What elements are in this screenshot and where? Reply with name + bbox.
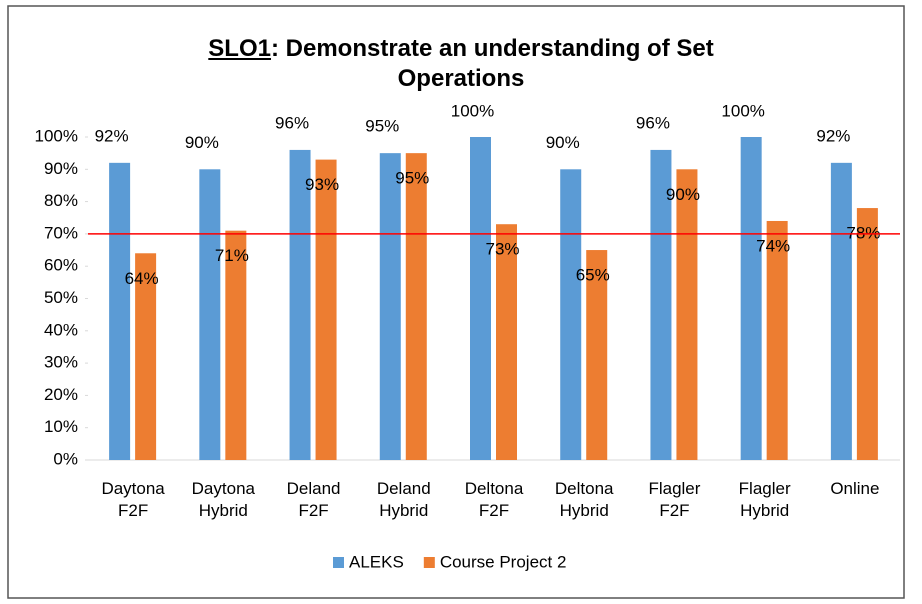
x-tick-label: Deltona Hybrid [555, 479, 614, 520]
x-tick-label: Flagler Hybrid [739, 479, 791, 520]
y-tick-label: 100% [35, 126, 78, 145]
bar [405, 153, 427, 460]
data-label: 96% [275, 113, 309, 132]
data-label: 92% [95, 126, 129, 145]
data-label: 100% [451, 101, 494, 120]
bar [470, 137, 491, 460]
data-label: 78% [846, 224, 880, 243]
bar [830, 162, 852, 460]
x-tick-label: Daytona F2F [101, 479, 165, 520]
x-tick-label: Deltona F2F [465, 479, 524, 520]
y-tick-label: 10% [44, 417, 78, 436]
data-label: 71% [215, 246, 249, 265]
y-tick-label: 20% [44, 385, 78, 404]
legend-label: ALEKS [349, 552, 404, 571]
title-underlined: SLO1 [208, 35, 271, 62]
data-label: 93% [305, 175, 339, 194]
y-tick-label: 30% [44, 353, 78, 372]
legend-label: Course Project 2 [440, 552, 567, 571]
y-tick-label: 0% [53, 449, 78, 468]
x-tick-label: Deland Hybrid [377, 479, 431, 520]
y-tick-label: 90% [44, 159, 78, 178]
bar [315, 159, 337, 461]
y-tick-label: 80% [44, 191, 78, 210]
bar [766, 220, 788, 460]
bar [740, 137, 762, 460]
legend-swatch [333, 557, 344, 568]
bar [109, 162, 131, 460]
data-label: 64% [125, 269, 159, 288]
x-tick-label: Deland F2F [287, 479, 341, 520]
data-label: 90% [666, 185, 700, 204]
data-label: 96% [636, 113, 670, 132]
data-label: 90% [546, 133, 580, 152]
bar [379, 153, 401, 460]
y-tick-label: 60% [44, 256, 78, 275]
data-label: 73% [485, 240, 519, 259]
x-tick-label: Flagler F2F [648, 479, 700, 520]
x-tick-label: Daytona Hybrid [192, 479, 256, 520]
bar [199, 169, 221, 461]
bar [135, 253, 157, 460]
bar [650, 149, 672, 461]
y-tick-label: 50% [44, 288, 78, 307]
data-label: 100% [721, 101, 764, 120]
data-label: 65% [576, 266, 610, 285]
data-label: 90% [185, 133, 219, 152]
bar [225, 230, 247, 460]
y-tick-label: 70% [44, 223, 78, 242]
bar [560, 169, 582, 461]
bar [586, 250, 608, 460]
legend-swatch [423, 557, 435, 568]
data-label: 95% [395, 169, 429, 188]
data-label: 95% [365, 117, 399, 136]
chart-title: SLO1: Demonstrate an understanding of Se… [200, 34, 722, 94]
x-tick-label: Online [830, 479, 879, 498]
bar [676, 169, 698, 461]
bar [856, 208, 878, 460]
y-tick-label: 40% [44, 320, 78, 339]
data-label: 74% [756, 236, 790, 255]
title-rest: : Demonstrate an understanding of Set Op… [270, 35, 714, 92]
bar [289, 149, 311, 461]
bar [496, 224, 517, 460]
data-label: 92% [816, 126, 850, 145]
